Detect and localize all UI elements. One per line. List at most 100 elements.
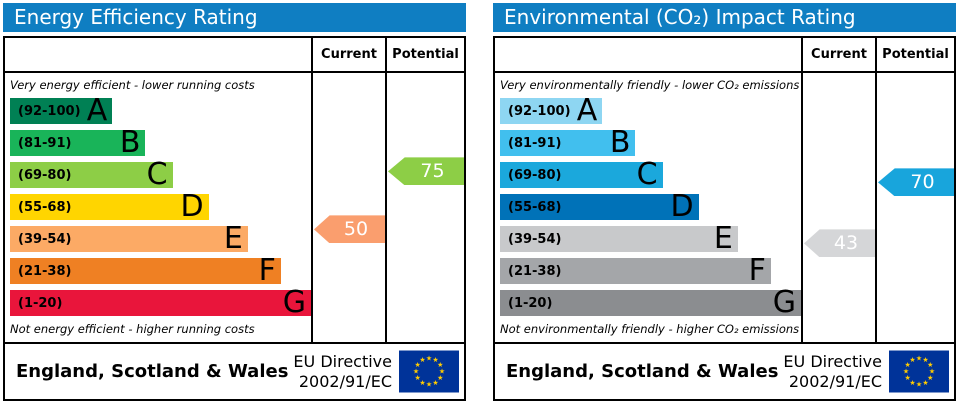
eu-directive-line1: EU Directive xyxy=(293,352,392,372)
potential-rating-column: 70 xyxy=(875,73,954,343)
bands-area: Very energy efficient - lower running co… xyxy=(5,73,311,342)
band-letter: D xyxy=(670,189,694,225)
top-caption: Very environmentally friendly - lower CO… xyxy=(500,78,800,93)
band-range-label: (39-54) xyxy=(18,231,72,247)
bottom-caption: Not energy efficient - higher running co… xyxy=(10,322,255,337)
svg-text:★: ★ xyxy=(922,379,928,387)
band-letter: G xyxy=(282,285,306,321)
potential-rating-value: 70 xyxy=(910,171,935,194)
band-range-label: (1-20) xyxy=(18,295,63,311)
band-c: (69-80) C xyxy=(10,157,173,193)
band-c: (69-80) C xyxy=(500,157,663,193)
band-a: (92-100) A xyxy=(10,96,113,126)
band-d: (55-68) D xyxy=(500,189,699,225)
bands: (92-100) A (81-91) B (69-80) C (55-68) D (39-54)… xyxy=(10,96,311,322)
band-range-label: (1-20) xyxy=(508,295,553,311)
header-spacer xyxy=(5,38,311,71)
svg-text:★: ★ xyxy=(922,356,928,364)
svg-text:★: ★ xyxy=(916,381,922,389)
band-b: (81-91) B xyxy=(10,125,146,161)
eu-flag-icon: ★ ★★★★★★★★★★★ xyxy=(889,350,949,393)
band-letter: D xyxy=(180,189,204,225)
eu-directive-line2: 2002/91/EC xyxy=(788,371,882,391)
potential-rating-value: 75 xyxy=(420,160,445,183)
band-g: (1-20) G xyxy=(500,285,801,321)
rating-table: Current Potential Very energy efficient … xyxy=(3,36,466,401)
top-caption: Very energy efficient - lower running co… xyxy=(10,78,255,93)
band-f: (21-38) F xyxy=(10,253,281,289)
band-range-label: (39-54) xyxy=(508,231,562,247)
region-label: England, Scotland & Wales xyxy=(16,361,289,383)
bands: (92-100) A (81-91) B (69-80) C (55-68) D (39-54)… xyxy=(500,93,801,322)
svg-text:★: ★ xyxy=(426,355,432,363)
band-range-label: (69-80) xyxy=(18,167,72,183)
band-letter: A xyxy=(576,93,598,129)
svg-text:★: ★ xyxy=(927,374,933,382)
svg-text:★: ★ xyxy=(432,379,438,387)
panel-title: Energy Efficiency Rating xyxy=(3,3,466,32)
potential-rating-arrow: 70 xyxy=(878,168,954,197)
band-letter: G xyxy=(772,285,796,321)
current-rating-column: 43 xyxy=(801,73,875,343)
band-g: (1-20) G xyxy=(10,285,311,321)
band-d: (55-68) D xyxy=(10,189,209,225)
band-range-label: (81-91) xyxy=(508,135,562,151)
band-letter: F xyxy=(748,253,766,289)
svg-text:★: ★ xyxy=(903,368,909,376)
band-b: (81-91) B xyxy=(500,128,636,158)
current-rating-column: 50 xyxy=(311,73,385,343)
svg-text:★: ★ xyxy=(909,379,915,387)
svg-text:★: ★ xyxy=(426,381,432,389)
svg-text:★: ★ xyxy=(419,379,425,387)
band-range-label: (21-38) xyxy=(18,263,72,279)
svg-text:★: ★ xyxy=(905,361,911,369)
eu-directive-label: EU Directive 2002/91/EC xyxy=(783,352,882,391)
current-rating-arrow: 50 xyxy=(314,215,385,244)
band-range-label: (69-80) xyxy=(508,167,562,183)
region-label: England, Scotland & Wales xyxy=(506,361,779,383)
bands-area: Very environmentally friendly - lower CO… xyxy=(495,73,801,342)
svg-text:★: ★ xyxy=(909,356,915,364)
band-range-label: (92-100) xyxy=(18,103,81,119)
band-range-label: (81-91) xyxy=(18,135,72,151)
band-letter: C xyxy=(146,157,168,193)
eu-directive-line1: EU Directive xyxy=(783,352,882,372)
svg-text:★: ★ xyxy=(419,356,425,364)
potential-rating-column: 75 xyxy=(385,73,464,343)
current-rating-arrow: 43 xyxy=(804,229,875,258)
band-letter: B xyxy=(119,125,141,161)
environmental-impact-panel: Environmental (CO₂) Impact Rating Curren… xyxy=(493,3,956,404)
band-f: (21-38) F xyxy=(500,253,771,289)
potential-column-header: Potential xyxy=(385,38,464,72)
table-footer: England, Scotland & Wales EU Directive 2… xyxy=(495,342,954,399)
svg-text:★: ★ xyxy=(916,355,922,363)
svg-text:★: ★ xyxy=(413,368,419,376)
band-a: (92-100) A xyxy=(500,93,603,129)
band-range-label: (55-68) xyxy=(508,199,562,215)
band-letter: E xyxy=(223,221,243,257)
band-letter: C xyxy=(636,157,658,193)
svg-text:★: ★ xyxy=(432,356,438,364)
svg-text:★: ★ xyxy=(437,374,443,382)
eu-directive-label: EU Directive 2002/91/EC xyxy=(293,352,392,391)
svg-text:★: ★ xyxy=(439,368,445,376)
band-letter: E xyxy=(713,221,733,257)
current-rating-value: 43 xyxy=(833,232,859,255)
header-spacer xyxy=(495,38,801,71)
current-column-header: Current xyxy=(801,38,875,72)
svg-text:★: ★ xyxy=(927,361,933,369)
bottom-caption: Not environmentally friendly - higher CO… xyxy=(500,322,800,337)
table-header-row: Current Potential xyxy=(5,38,464,74)
table-header-row: Current Potential xyxy=(495,38,954,74)
band-range-label: (21-38) xyxy=(508,263,562,279)
svg-text:★: ★ xyxy=(415,361,421,369)
svg-text:★: ★ xyxy=(929,368,935,376)
band-letter: F xyxy=(258,253,276,289)
svg-text:★: ★ xyxy=(905,374,911,382)
svg-text:★: ★ xyxy=(437,361,443,369)
table-body: Very environmentally friendly - lower CO… xyxy=(495,73,954,343)
svg-text:★: ★ xyxy=(415,374,421,382)
eu-flag-icon: ★ ★★★★★★★★★★★ xyxy=(399,350,459,393)
potential-rating-arrow: 75 xyxy=(388,157,464,186)
band-range-label: (92-100) xyxy=(508,103,571,119)
